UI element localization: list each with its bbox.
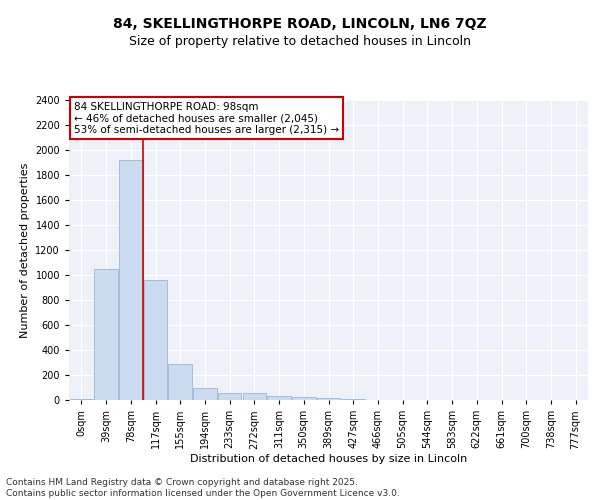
Text: Size of property relative to detached houses in Lincoln: Size of property relative to detached ho… [129, 35, 471, 48]
Bar [242, 393, 266, 400]
Bar [169, 364, 192, 400]
Bar [193, 388, 217, 400]
Bar [94, 269, 118, 400]
Bar [268, 396, 291, 400]
Text: 84, SKELLINGTHORPE ROAD, LINCOLN, LN6 7QZ: 84, SKELLINGTHORPE ROAD, LINCOLN, LN6 7Q… [113, 18, 487, 32]
Bar [70, 399, 93, 400]
Text: 84 SKELLINGTHORPE ROAD: 98sqm
← 46% of detached houses are smaller (2,045)
53% o: 84 SKELLINGTHORPE ROAD: 98sqm ← 46% of d… [74, 102, 340, 134]
Bar [218, 393, 241, 400]
Bar [119, 160, 143, 400]
Bar [292, 396, 316, 400]
X-axis label: Distribution of detached houses by size in Lincoln: Distribution of detached houses by size … [190, 454, 467, 464]
Text: Contains HM Land Registry data © Crown copyright and database right 2025.
Contai: Contains HM Land Registry data © Crown c… [6, 478, 400, 498]
Bar [144, 280, 167, 400]
Y-axis label: Number of detached properties: Number of detached properties [20, 162, 29, 338]
Bar [317, 398, 340, 400]
